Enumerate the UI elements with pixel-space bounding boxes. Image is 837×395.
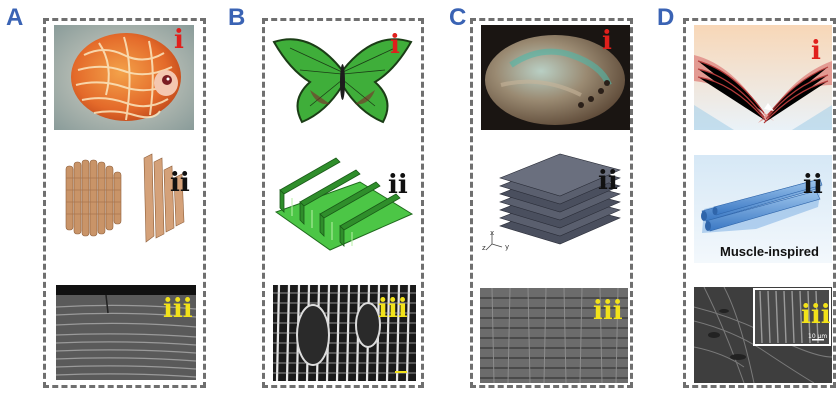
butterfly-wing-structure-image [270,152,418,252]
panel-letter-b: B [228,4,246,31]
label-a-ii: ii [170,168,190,198]
axis-label-y: y [505,243,510,251]
label-b-ii: ii [388,170,408,200]
fish-scale-sem-image [56,285,196,380]
abalone-shell-image [481,25,630,130]
axis-label-z: z [482,244,486,252]
nacre-layers-image [480,148,630,258]
nacre-sem-image [480,288,628,383]
panel-frame-d [683,18,836,388]
label-c-i: i [602,26,612,56]
label-a-i: i [174,25,184,55]
panel-letter-a: A [6,4,24,31]
panel-frame-b [262,18,424,388]
label-d-i: i [811,36,821,66]
label-b-iii: iii [378,294,408,324]
label-c-ii: ii [598,166,618,196]
label-b-i: i [390,30,400,60]
muscle-inspired-caption: Muscle-inspired [720,244,819,259]
label-a-iii: iii [163,294,193,324]
scale-bar-label: 10 μm [808,333,828,340]
panel-frame-a [43,18,206,388]
muscle-inspired-structure-image [694,155,832,263]
muscle-inspired-sem-image [694,287,832,383]
axis-label-x: x [490,229,495,237]
panel-letter-d: D [657,4,675,31]
muscle-image [694,25,832,130]
fish-scale-structure-image [62,148,196,248]
panel-frame-c [470,18,633,388]
label-c-iii: iii [593,296,623,326]
butterfly-image [270,30,415,127]
butterfly-wing-sem-image [273,285,416,381]
panel-letter-c: C [449,4,467,31]
fish-image [54,25,194,130]
label-d-iii: iii [801,300,831,330]
label-d-ii: ii [803,170,823,200]
